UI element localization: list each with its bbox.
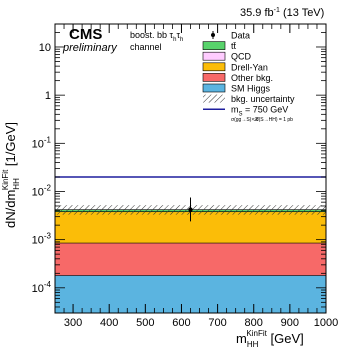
y-tick-label: 1 <box>45 90 51 102</box>
preliminary-label: preliminary <box>62 42 118 54</box>
legend-swatch <box>202 41 226 50</box>
legend-label: QCD <box>231 52 252 62</box>
data-point <box>188 207 193 212</box>
x-axis-label: mHHKinFit [GeV] <box>236 329 304 349</box>
legend-label: SM Higgs <box>231 84 271 94</box>
legend-data-marker <box>211 33 215 37</box>
y-tick-label: 10-2 <box>32 183 52 198</box>
legend-label: Data <box>231 31 250 41</box>
x-tick-label: 700 <box>208 317 226 329</box>
legend-label: Other bkg. <box>231 73 273 83</box>
cms-label: CMS <box>69 26 102 43</box>
legend-signal-note: σ(gg→S)×𝓑(S→HH) = 1 pb <box>231 117 293 123</box>
y-axis-label: dN/dmHHKinFit [1/GeV] <box>1 122 21 228</box>
channel-label: boost. bb τhτh <box>130 30 183 43</box>
legend-swatch <box>202 83 226 93</box>
x-tick-label: 800 <box>245 317 263 329</box>
channel-label-2: channel <box>130 42 162 52</box>
x-tick-label: 600 <box>172 317 190 329</box>
x-tick-label: 900 <box>281 317 299 329</box>
axis-ticks: 300 400 500 600 700 800 900 1000 10-4 10-3 10-2 10-… <box>32 23 338 329</box>
x-tick-label: 500 <box>136 317 154 329</box>
legend-label: Drell-Yan <box>231 62 268 72</box>
legend-swatch <box>202 51 226 61</box>
stack-sm-higgsarea <box>54 275 327 314</box>
y-tick-label: 10 <box>39 42 51 54</box>
x-tick-label: 300 <box>64 317 82 329</box>
legend-label: tt̄ <box>231 41 237 51</box>
y-tick-label: 10-1 <box>32 135 52 150</box>
legend-label: mS = 750 GeV <box>231 105 288 118</box>
x-tick-label: 400 <box>100 317 118 329</box>
legend-hatch-swatch <box>203 94 225 103</box>
y-tick-label: 10-3 <box>32 232 52 247</box>
background-stack <box>54 209 327 314</box>
legend-label: bkg. uncertainty <box>231 94 295 104</box>
legend-swatch <box>202 73 226 82</box>
legend-swatch <box>202 62 226 72</box>
x-tick-label: 1000 <box>314 317 338 329</box>
luminosity-label: 35.9 fb-1 (13 TeV) <box>240 7 324 19</box>
plot-area: 300 400 500 600 700 800 900 1000 10-4 10-3 10-2 10-… <box>32 23 338 329</box>
data-points <box>188 197 193 222</box>
y-tick-label: 10-4 <box>32 280 52 295</box>
